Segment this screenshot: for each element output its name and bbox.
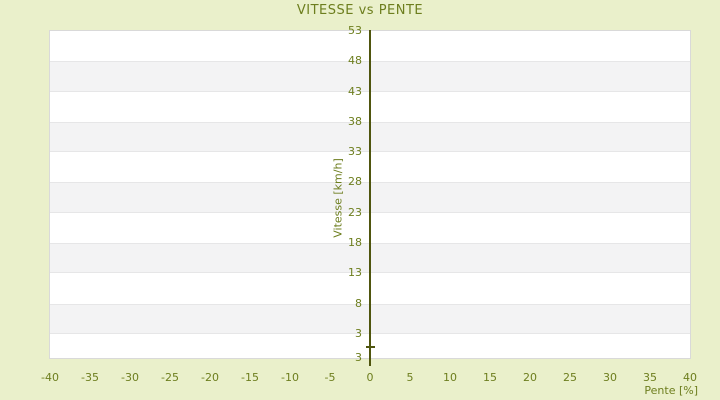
y-tick-label: 18: [348, 235, 362, 249]
y-axis-line: [369, 30, 371, 366]
y-tick-label: 23: [348, 205, 362, 219]
chart-title: VITESSE vs PENTE: [296, 3, 424, 18]
x-tick-label: -30: [121, 371, 139, 384]
x-tick-label: 40: [683, 371, 697, 384]
x-tick-label: 5: [406, 371, 414, 384]
x-tick-label: -25: [161, 371, 179, 384]
x-tick-label: -15: [241, 371, 259, 384]
y-axis-end-label: 3: [355, 351, 362, 364]
x-tick-label: -20: [201, 371, 219, 384]
y-tick-label: 38: [348, 114, 362, 128]
y-tick-label: 13: [348, 266, 362, 280]
y-tick-label: 53: [348, 24, 362, 37]
x-tick-label: -10: [281, 371, 299, 384]
x-tick-label: 30: [603, 371, 617, 384]
x-tick-label: 0: [366, 371, 374, 384]
x-axis-title: Pente [%]: [644, 384, 698, 397]
y-tick-label: 33: [348, 145, 362, 159]
x-tick-label: -35: [81, 371, 99, 384]
x-tick-label: 25: [563, 371, 577, 384]
y-tick-label: 43: [348, 84, 362, 98]
x-tick-label: -5: [324, 371, 336, 384]
data-point-marker: [366, 346, 375, 349]
x-tick-label: 20: [523, 371, 537, 384]
y-tick-label: 8: [355, 296, 362, 310]
y-axis-title: Vitesse [km/h]: [331, 158, 345, 238]
x-tick-label: 35: [643, 371, 657, 384]
y-tick-label: 28: [348, 175, 362, 189]
y-tick-label: 3: [355, 326, 362, 340]
x-tick-label: -40: [41, 371, 59, 384]
x-tick-label: 15: [483, 371, 497, 384]
y-tick-label: 48: [348, 54, 362, 68]
x-tick-label: 10: [443, 371, 457, 384]
